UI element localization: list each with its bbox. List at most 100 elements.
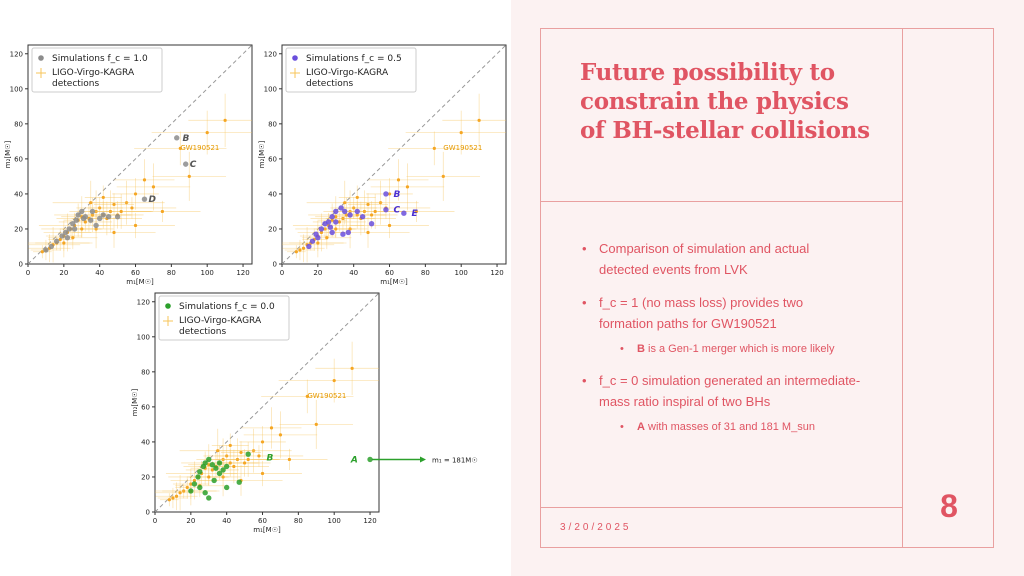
y-tick-label: 80 bbox=[141, 368, 150, 376]
x-tick-label: 100 bbox=[328, 517, 341, 525]
ligo-point bbox=[223, 118, 227, 122]
ligo-point bbox=[337, 220, 341, 224]
ligo-point bbox=[160, 209, 164, 214]
y-tick-label: 120 bbox=[137, 298, 150, 306]
slide-title: Future possibility to constrain the phys… bbox=[580, 59, 870, 144]
simulation-point bbox=[141, 196, 148, 202]
simulation-point bbox=[329, 229, 335, 236]
ligo-point bbox=[243, 461, 247, 465]
ligo-point bbox=[355, 195, 359, 200]
ligo-point bbox=[260, 471, 265, 476]
legend-sim-marker bbox=[292, 55, 298, 61]
ligo-point bbox=[344, 213, 349, 217]
simulation-point bbox=[220, 467, 226, 473]
ligo-point bbox=[89, 201, 93, 205]
legend-ligo-label-1: LIGO-Virgo-KAGRA bbox=[52, 68, 135, 78]
ligo-point bbox=[112, 230, 116, 235]
ligo-point bbox=[189, 482, 193, 486]
simulation-point bbox=[309, 238, 316, 244]
simulation-point bbox=[338, 205, 344, 211]
frame-left bbox=[540, 28, 541, 548]
bullet-3-sub: • A with masses of 31 and 181 M_sun bbox=[620, 421, 815, 433]
simulation-point bbox=[245, 451, 251, 457]
plot-fc-1: 00 20 20 40 40 60 60 80 80 100 100 120 120 m₁[M☉] m₂[M… bbox=[4, 44, 253, 286]
simulation-point bbox=[88, 217, 94, 223]
ligo-point bbox=[108, 209, 113, 214]
annotation-C: C bbox=[394, 206, 401, 216]
ligo-point bbox=[142, 178, 147, 182]
ligo-point bbox=[396, 178, 401, 182]
ligo-point bbox=[40, 250, 44, 254]
simulation-point bbox=[209, 461, 216, 468]
y-tick-label: 40 bbox=[14, 190, 23, 198]
offscale-arrow-head bbox=[420, 456, 426, 463]
ligo-point bbox=[182, 489, 186, 493]
y-tick-label: 100 bbox=[264, 85, 277, 93]
x-tick-label: 60 bbox=[385, 269, 394, 277]
ligo-point bbox=[348, 227, 352, 231]
ligo-point bbox=[330, 218, 334, 222]
frame-right bbox=[993, 28, 994, 548]
x-tick-label: 100 bbox=[201, 269, 214, 277]
y-tick-label: 0 bbox=[273, 261, 277, 269]
x-axis-label: m₁[M☉] bbox=[126, 278, 154, 286]
ligo-point bbox=[80, 227, 84, 231]
y-tick-label: 40 bbox=[141, 438, 150, 446]
ligo-point bbox=[112, 202, 116, 207]
ligo-point bbox=[459, 131, 463, 135]
plot-body: 00 20 20 40 40 60 60 80 80 100 100 120 120 m₁[M☉] m₂[M… bbox=[131, 292, 478, 534]
simulation-point bbox=[383, 191, 389, 197]
simulation-point bbox=[89, 208, 96, 215]
simulation-point bbox=[236, 479, 242, 485]
ligo-point bbox=[151, 185, 156, 189]
bullet-3-sub-text: with masses of 31 and 181 M_sun bbox=[644, 421, 815, 433]
ligo-point bbox=[133, 192, 138, 196]
equal-mass-line bbox=[27, 44, 253, 265]
ligo-point bbox=[343, 201, 347, 205]
x-tick-label: 60 bbox=[131, 269, 140, 277]
simulation-point bbox=[79, 208, 85, 215]
simulation-point bbox=[202, 460, 208, 466]
ligo-point bbox=[251, 449, 256, 453]
simulation-point bbox=[70, 221, 76, 227]
x-axis-label: m₁[M☉] bbox=[380, 278, 408, 286]
plot-fc-05: 00 20 20 40 40 60 60 80 80 100 100 120 120 m₁[M☉] m₂[M… bbox=[258, 44, 507, 286]
x-tick-label: 40 bbox=[95, 269, 104, 277]
ligo-point bbox=[98, 206, 102, 210]
annotation-C: C bbox=[190, 160, 197, 170]
annotation-D: D bbox=[148, 195, 156, 205]
legend-ligo-label-2: detections bbox=[52, 79, 100, 89]
simulation-point bbox=[48, 243, 54, 250]
simulation-point bbox=[345, 229, 352, 236]
y-tick-label: 100 bbox=[137, 333, 150, 341]
legend: Simulations f_c = 0.0 LIGO-Virgo-KAGRAdet… bbox=[158, 295, 290, 341]
bullet-1-text: Comparison of simulation and actual dete… bbox=[599, 241, 810, 277]
ligo-point bbox=[350, 366, 354, 370]
simulation-point bbox=[333, 219, 339, 225]
simulation-point bbox=[359, 213, 366, 220]
x-axis-label: m₁[M☉] bbox=[253, 526, 281, 534]
simulation-point bbox=[75, 212, 81, 218]
ligo-point bbox=[239, 450, 243, 455]
ligo-point bbox=[221, 457, 225, 462]
y-axis-label: m₂[M☉] bbox=[131, 389, 139, 417]
ligo-point bbox=[178, 146, 182, 150]
simulation-point bbox=[354, 208, 360, 215]
ligo-point bbox=[294, 250, 298, 254]
ligo-point bbox=[124, 201, 129, 205]
ligo-point bbox=[178, 491, 182, 495]
ligo-point bbox=[269, 426, 274, 430]
ligo-point bbox=[432, 146, 436, 150]
simulation-point bbox=[327, 224, 334, 230]
y-tick-label: 0 bbox=[19, 261, 23, 269]
y-tick-label: 80 bbox=[268, 120, 277, 128]
ligo-point bbox=[298, 248, 302, 252]
ligo-point bbox=[257, 454, 261, 458]
ligo-point bbox=[319, 230, 324, 235]
legend-box bbox=[285, 47, 417, 93]
legend: Simulations f_c = 0.5 LIGO-Virgo-KAGRAdet… bbox=[285, 47, 417, 93]
gw190521-label: GW190521 bbox=[307, 392, 346, 400]
legend-sim-label: Simulations f_c = 0.0 bbox=[179, 302, 275, 312]
y-tick-label: 40 bbox=[268, 190, 277, 198]
